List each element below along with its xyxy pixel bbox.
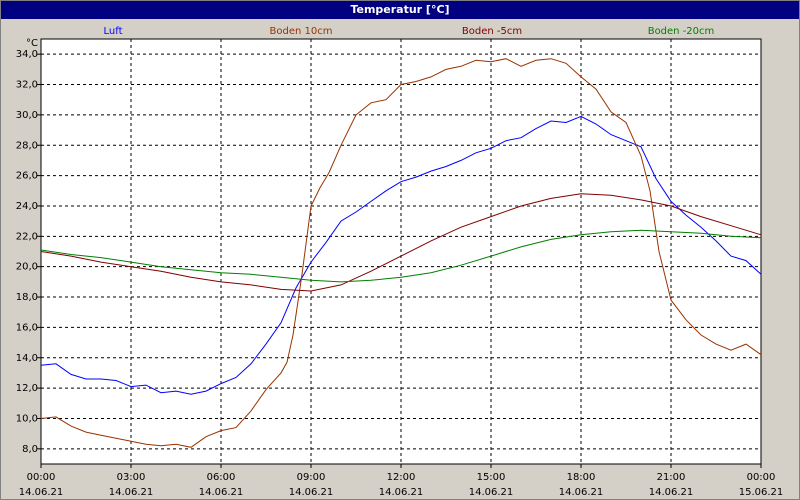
- x-tick-date-label: 14.06.21: [469, 487, 514, 498]
- y-tick-label: 10,0: [16, 413, 38, 424]
- x-tick-time-label: 21:00: [657, 472, 686, 483]
- x-tick-date-label: 15.06.21: [739, 487, 784, 498]
- x-tick-date-label: 14.06.21: [649, 487, 694, 498]
- y-axis-label: °C: [26, 38, 38, 49]
- x-tick-time-label: 00:00: [27, 472, 56, 483]
- y-tick-label: 18,0: [16, 292, 38, 303]
- legend-entry: Luft: [104, 26, 123, 37]
- series-line-boden-5cm: [40, 193, 762, 292]
- y-tick-label: 28,0: [16, 140, 38, 151]
- y-tick-label: 14,0: [16, 353, 38, 364]
- y-tick-label: 30,0: [16, 110, 38, 121]
- x-tick-time-label: 00:00: [747, 472, 776, 483]
- temperature-chart: 8,0 10,0 12,0 14,0 16,0 18,0 20,0 22,0 24,0 26,0 2…: [16, 26, 784, 498]
- series-line-luft: [40, 115, 762, 395]
- x-tick-date-label: 14.06.21: [19, 487, 64, 498]
- legend-entry: Boden -20cm: [648, 26, 715, 37]
- legend-entry: Boden -5cm: [462, 26, 522, 37]
- y-tick-label: 22,0: [16, 231, 38, 242]
- x-tick-date-label: 14.06.21: [289, 487, 334, 498]
- legend-entry: Boden 10cm: [270, 26, 333, 37]
- y-tick-label: 8,0: [22, 444, 38, 455]
- y-tick-label: 34,0: [16, 49, 38, 60]
- y-tick-label: 20,0: [16, 262, 38, 273]
- y-tick-label: 24,0: [16, 201, 38, 212]
- x-tick-date-label: 14.06.21: [199, 487, 244, 498]
- series-line-boden-20cm: [40, 229, 762, 283]
- x-tick-time-label: 03:00: [117, 472, 146, 483]
- x-tick-date-label: 14.06.21: [109, 487, 154, 498]
- x-tick-time-label: 18:00: [567, 472, 596, 483]
- x-tick-time-label: 15:00: [477, 472, 506, 483]
- y-tick-label: 32,0: [16, 80, 38, 91]
- x-tick-time-label: 12:00: [387, 472, 416, 483]
- series-line-boden-10cm: [40, 58, 762, 448]
- x-tick-date-label: 14.06.21: [559, 487, 604, 498]
- chart-title: Temperatur [°C]: [1, 1, 799, 19]
- x-tick-time-label: 09:00: [297, 472, 326, 483]
- y-tick-label: 12,0: [16, 383, 38, 394]
- y-tick-label: 16,0: [16, 322, 38, 333]
- x-tick-time-label: 06:00: [207, 472, 236, 483]
- y-tick-label: 26,0: [16, 171, 38, 182]
- x-tick-date-label: 14.06.21: [379, 487, 424, 498]
